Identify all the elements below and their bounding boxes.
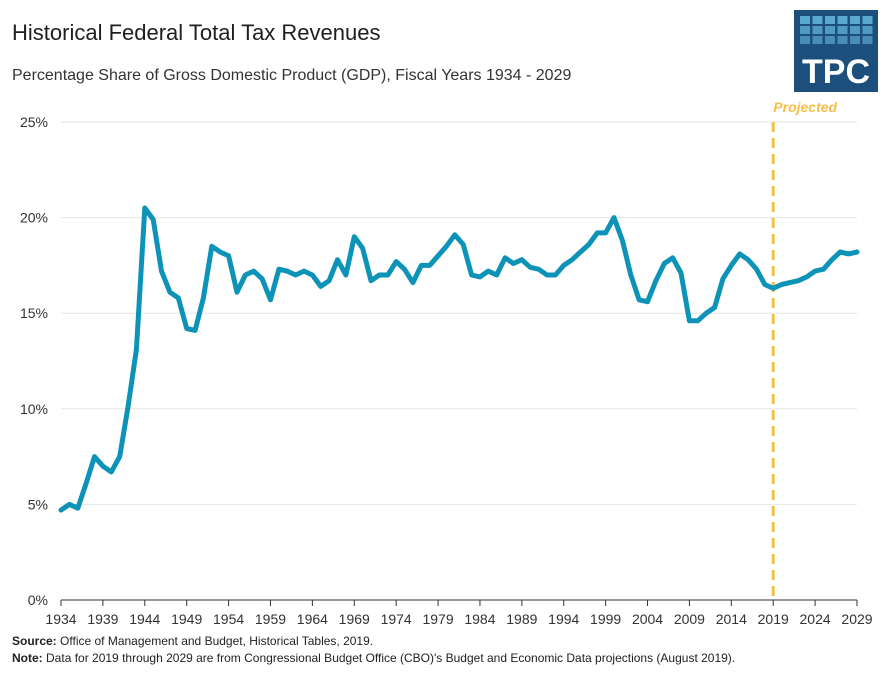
logo-tile	[850, 26, 860, 34]
line-chart: 0% 5% 10% 15% 20% 25% 1934 1939 1944 1949 1954 1959…	[20, 99, 873, 627]
y-tick-label: 15%	[20, 305, 48, 321]
x-tick-label: 1954	[213, 611, 244, 627]
x-tick-label: 1984	[464, 611, 495, 627]
source-note: Source: Office of Management and Budget,…	[12, 634, 374, 648]
logo-tile	[850, 36, 860, 44]
x-tick-label: 1979	[422, 611, 453, 627]
x-tick-label: 1949	[171, 611, 202, 627]
logo-tile	[862, 26, 873, 34]
chart-subtitle: Percentage Share of Gross Domestic Produ…	[12, 67, 572, 84]
x-tick-label: 1999	[590, 611, 621, 627]
logo-tile	[800, 26, 810, 34]
logo-text: TPC	[802, 53, 870, 91]
logo-tile	[812, 16, 823, 24]
y-tick-label: 25%	[20, 114, 48, 130]
logo-tile	[837, 36, 848, 44]
x-tick-label: 1944	[129, 611, 160, 627]
x-tick-label: 2009	[674, 611, 705, 627]
logo-tile	[837, 26, 848, 34]
x-tick-label: 1964	[297, 611, 328, 627]
x-tick-label: 1969	[339, 611, 370, 627]
logo-tile	[812, 26, 823, 34]
x-tick-label: 1994	[548, 611, 579, 627]
x-tick-label: 1959	[255, 611, 286, 627]
projection-note: Note: Data for 2019 through 2029 are fro…	[12, 651, 736, 665]
y-tick-label: 5%	[28, 496, 48, 512]
x-tick-label: 2004	[632, 611, 663, 627]
y-tick-label: 10%	[20, 401, 48, 417]
logo-tile	[825, 16, 835, 24]
x-tick-label: 1934	[45, 611, 76, 627]
x-tick-label: 2014	[716, 611, 747, 627]
logo-tile	[800, 16, 810, 24]
logo-tile	[825, 36, 835, 44]
logo-tile	[825, 26, 835, 34]
logo-tile	[800, 36, 810, 44]
x-tick-label: 1989	[506, 611, 537, 627]
logo-tile	[862, 36, 873, 44]
logo-tile	[850, 16, 860, 24]
x-tick-label: 1939	[87, 611, 118, 627]
chart-title: Historical Federal Total Tax Revenues	[12, 20, 381, 45]
logo-tile	[862, 16, 873, 24]
series-line	[58, 205, 860, 513]
logo-tile	[812, 36, 823, 44]
x-tick-label: 2019	[758, 611, 789, 627]
x-tick-label: 2024	[800, 611, 831, 627]
chart-notes: Source: Office of Management and Budget,…	[12, 633, 735, 667]
tpc-logo: TPC	[794, 10, 878, 92]
x-tick-label: 1974	[381, 611, 412, 627]
y-tick-label: 20%	[20, 210, 48, 226]
projection-label: Projected	[773, 99, 837, 115]
x-tick-label: 2029	[841, 611, 872, 627]
y-tick-label: 0%	[28, 592, 48, 608]
logo-tile	[837, 16, 848, 24]
